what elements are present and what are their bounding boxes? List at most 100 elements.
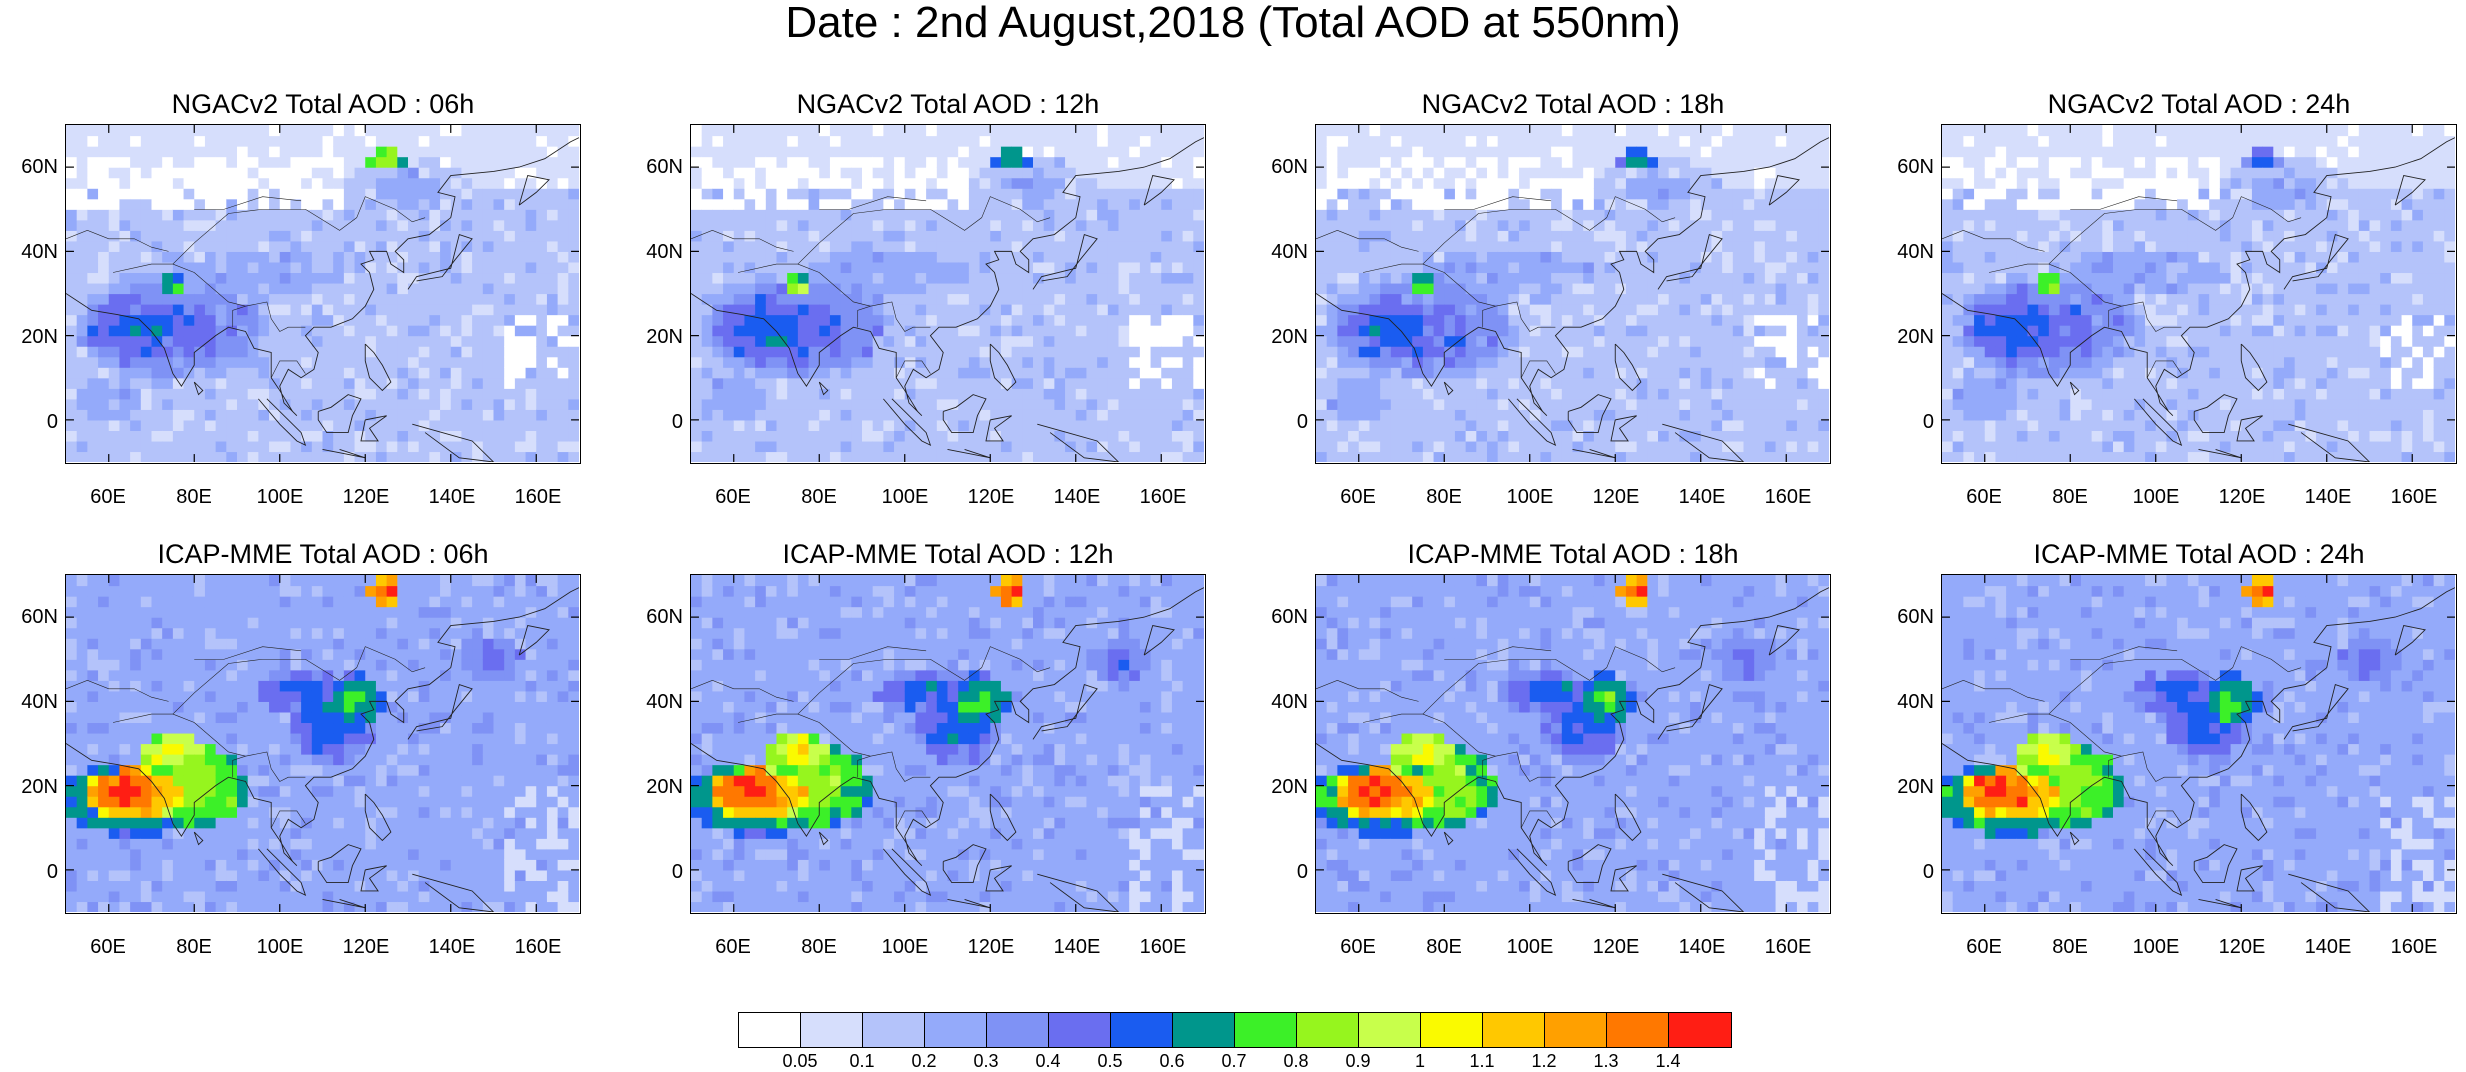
- aod-cell: [141, 399, 152, 410]
- aod-cell: [1942, 388, 1953, 399]
- aod-cell: [1044, 125, 1055, 136]
- aod-cell: [1423, 125, 1434, 136]
- aod-cell: [969, 199, 980, 210]
- aod-cell: [1001, 136, 1012, 147]
- aod-cell: [547, 399, 558, 410]
- aod-cell: [798, 399, 809, 410]
- lon-label: 120E: [1593, 486, 1640, 508]
- aod-cell: [1498, 357, 1509, 368]
- aod-cell: [494, 451, 505, 462]
- aod-cell: [851, 167, 862, 178]
- aod-cell: [1605, 325, 1616, 336]
- aod-cell: [1348, 409, 1359, 420]
- aod-cell: [702, 388, 713, 399]
- aod-cell: [515, 388, 526, 399]
- aod-cell: [258, 367, 269, 378]
- aod-cell: [798, 199, 809, 210]
- aod-cell: [1786, 241, 1797, 252]
- aod-cell: [461, 294, 472, 305]
- aod-cell: [504, 262, 515, 273]
- aod-cell: [1337, 346, 1348, 357]
- aod-cell: [472, 188, 483, 199]
- aod-cell: [777, 178, 788, 189]
- aod-cell: [1701, 441, 1712, 452]
- aod-cell: [312, 241, 323, 252]
- aod-cell: [1744, 167, 1755, 178]
- aod-cell: [1455, 294, 1466, 305]
- aod-cell: [87, 167, 98, 178]
- aod-cell: [1423, 315, 1434, 326]
- aod-cell: [109, 336, 120, 347]
- aod-cell: [87, 388, 98, 399]
- aod-cell: [547, 304, 558, 315]
- aod-cell: [1701, 325, 1712, 336]
- aod-cell: [1402, 220, 1413, 231]
- aod-cell: [1594, 157, 1605, 168]
- aod-cell: [980, 441, 991, 452]
- aod-cell: [451, 272, 462, 283]
- aod-cell: [1797, 251, 1808, 262]
- aod-cell: [440, 251, 451, 262]
- aod-cell: [851, 230, 862, 241]
- aod-cell: [1466, 241, 1477, 252]
- aod-cell: [323, 388, 334, 399]
- aod-cell: [1985, 178, 1996, 189]
- aod-cell: [1808, 209, 1819, 220]
- aod-cell: [744, 209, 755, 220]
- aod-cell: [2017, 367, 2028, 378]
- aod-cell: [1530, 294, 1541, 305]
- aod-cell: [1423, 272, 1434, 283]
- aod-cell: [1012, 430, 1023, 441]
- aod-cell: [980, 241, 991, 252]
- aod-cell: [355, 136, 366, 147]
- aod-cell: [1722, 325, 1733, 336]
- aod-cell: [355, 325, 366, 336]
- aod-cell: [1669, 367, 1680, 378]
- aod-cell: [894, 157, 905, 168]
- aod-cell: [1605, 430, 1616, 441]
- aod-cell: [1119, 420, 1130, 431]
- aod-cell: [1754, 262, 1765, 273]
- lon-label: 60E: [1340, 486, 1376, 508]
- aod-cell: [1140, 315, 1151, 326]
- aod-cell: [1108, 430, 1119, 441]
- aod-cell: [472, 325, 483, 336]
- lat-label: 0: [0, 411, 58, 433]
- aod-cell: [1434, 441, 1445, 452]
- aod-cell: [1172, 136, 1183, 147]
- aod-cell: [258, 451, 269, 462]
- aod-cell: [1985, 146, 1996, 157]
- aod-cell: [1412, 178, 1423, 189]
- aod-cell: [376, 336, 387, 347]
- aod-cell: [323, 199, 334, 210]
- aod-cell: [1573, 304, 1584, 315]
- aod-cell: [1776, 357, 1787, 368]
- aod-cell: [109, 230, 120, 241]
- aod-cell: [1402, 230, 1413, 241]
- aod-cell: [1097, 409, 1108, 420]
- aod-cell: [1551, 378, 1562, 389]
- aod-cell: [1679, 378, 1690, 389]
- aod-cell: [1455, 209, 1466, 220]
- aod-cell: [237, 346, 248, 357]
- aod-cell: [1316, 272, 1327, 283]
- aod-cell: [376, 346, 387, 357]
- aod-cell: [1161, 409, 1172, 420]
- aod-cell: [1818, 409, 1829, 420]
- aod-cell: [504, 209, 515, 220]
- aod-cell: [483, 283, 494, 294]
- aod-cell: [1963, 241, 1974, 252]
- aod-cell: [1508, 272, 1519, 283]
- aod-cell: [1573, 378, 1584, 389]
- aod-cell: [269, 262, 280, 273]
- aod-cell: [1722, 409, 1733, 420]
- aod-cell: [969, 367, 980, 378]
- aod-cell: [2006, 146, 2017, 157]
- aod-cell: [504, 367, 515, 378]
- aod-cell: [1797, 157, 1808, 168]
- aod-cell: [830, 420, 841, 431]
- aod-cell: [1183, 315, 1194, 326]
- lat-label: 20N: [1250, 326, 1308, 348]
- aod-cell: [1444, 367, 1455, 378]
- aod-cell: [526, 357, 537, 368]
